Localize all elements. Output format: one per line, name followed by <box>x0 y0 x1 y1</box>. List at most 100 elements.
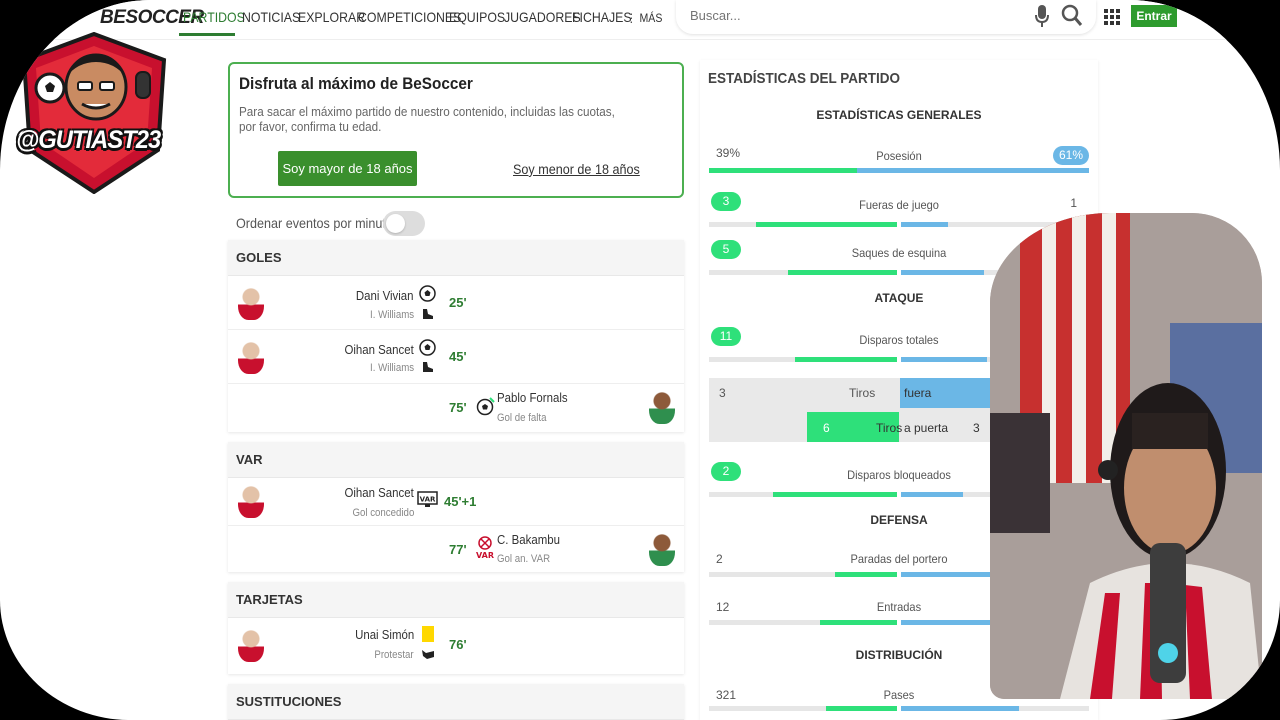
card-event-row[interactable]: Unai Simón Protestar 76' <box>228 618 684 674</box>
general-stats-title: ESTADÍSTICAS GENERALES <box>816 108 982 122</box>
search-icon[interactable] <box>1061 4 1083 28</box>
over-18-button[interactable]: Soy mayor de 18 años <box>278 151 417 186</box>
player-avatar <box>238 286 264 320</box>
total-shots-away-fill <box>901 357 988 362</box>
var-event-row[interactable]: 77' VAR C. Bakambu Gol an. VAR <box>228 526 684 572</box>
player-avatar <box>238 484 264 518</box>
age-prompt-text: Para sacar el máximo partido de nuestro … <box>239 104 615 134</box>
total-shots-home: 11 <box>711 327 741 346</box>
offsides-label: Fueras de juego <box>859 198 939 212</box>
player-avatar <box>649 532 675 566</box>
blocked-label: Disparos bloqueados <box>847 468 951 482</box>
nav-equipos[interactable]: EQUIPOS <box>449 9 506 25</box>
var-card: VAR Oihan Sancet Gol concedido VAR 45'+1… <box>228 442 684 572</box>
search-input[interactable] <box>690 8 990 23</box>
goals-card: GOLES Dani Vivian I. Williams 25' Oihan … <box>228 240 684 432</box>
nav-jugadores[interactable]: JUGADORES <box>504 9 581 25</box>
event-detail: Protestar <box>374 649 414 661</box>
search-bar[interactable] <box>676 0 1096 34</box>
svg-text:VAR: VAR <box>420 496 436 504</box>
sort-by-minute-toggle[interactable] <box>383 211 425 236</box>
possession-away: 61% <box>1052 146 1089 165</box>
svg-text:VAR: VAR <box>476 551 494 560</box>
shots-off-bar <box>900 378 999 408</box>
event-minute: 45' <box>449 349 467 364</box>
cards-card: TARJETAS Unai Simón Protestar 76' <box>228 582 684 674</box>
passes-home: 321 <box>716 688 737 702</box>
goal-event-row[interactable]: Dani Vivian I. Williams 25' <box>228 276 684 330</box>
event-detail: I. Williams <box>369 309 414 321</box>
possession-bar <box>709 168 1089 173</box>
microphone-icon[interactable] <box>1034 4 1050 28</box>
webcam-image <box>990 213 1262 699</box>
blocked-home-fill <box>772 492 897 497</box>
event-player: Dani Vivian <box>356 288 414 303</box>
shots-on-off-target: 3 Tiros fuera 6 Tiros a puerta 3 <box>709 378 999 442</box>
event-minute: 75' <box>449 400 467 415</box>
offsides-home: 3 <box>711 192 741 211</box>
event-player: Oihan Sancet <box>344 342 414 357</box>
corners-home-fill <box>787 270 897 275</box>
passes-label: Pases <box>883 688 915 702</box>
cards-header: TARJETAS <box>228 582 684 618</box>
goal-event-row[interactable]: Oihan Sancet I. Williams 45' <box>228 330 684 384</box>
nav-noticias[interactable]: NOTICIAS <box>242 9 301 25</box>
tackles-away-fill <box>901 620 1011 625</box>
event-minute: 77' <box>449 542 467 557</box>
possession-home: 39% <box>716 146 741 160</box>
event-detail: I. Williams <box>369 362 414 374</box>
offsides-home-fill <box>756 222 897 227</box>
goal-event-row[interactable]: 75' Pablo Fornals Gol de falta <box>228 384 684 430</box>
passes-home-fill <box>825 706 897 711</box>
shots-off-word: fuera <box>904 386 932 400</box>
corners-label: Saques de esquina <box>851 246 947 260</box>
distribution-title: DISTRIBUCIÓN <box>855 648 943 662</box>
total-shots-home-fill <box>795 357 897 362</box>
stat-passes: 321 Pases <box>709 682 1089 720</box>
var-header: VAR <box>228 442 684 478</box>
event-player: Unai Simón <box>354 627 414 642</box>
var-event-row[interactable]: Oihan Sancet Gol concedido VAR 45'+1 <box>228 478 684 526</box>
age-verification-box: Disfruta al máximo de BeSoccer Para saca… <box>228 62 684 198</box>
nav-fichajes[interactable]: FICHAJES <box>572 9 632 25</box>
goals-header: GOLES <box>228 240 684 276</box>
event-player: Oihan Sancet <box>344 485 414 500</box>
blocked-away-fill <box>901 492 964 497</box>
under-18-link[interactable]: Soy menor de 18 años <box>513 161 640 177</box>
event-detail: Gol concedido <box>352 507 414 519</box>
free-kick-goal-icon <box>476 397 495 416</box>
sort-by-minute-label: Ordenar eventos por minuto <box>236 215 393 231</box>
nav-more[interactable]: ⋮ MÁS <box>626 11 663 25</box>
subs-card: SUSTITUCIONES <box>228 684 684 720</box>
shots-on-word: a puerta <box>904 421 949 435</box>
shots-off-home: 3 <box>719 386 726 400</box>
site-logo[interactable]: BESOCCER <box>100 7 204 28</box>
tackles-label: Entradas <box>876 600 922 614</box>
streamer-webcam <box>990 213 1262 699</box>
boot-assist-icon <box>423 309 433 319</box>
yellow-card-icon <box>422 626 434 642</box>
nav-partidos[interactable]: PARTIDOS <box>183 9 245 25</box>
attack-title: ATAQUE <box>874 291 924 305</box>
nav-explorar[interactable]: EXPLORAR <box>298 9 366 25</box>
defense-title: DEFENSA <box>870 513 928 527</box>
subs-header: SUSTITUCIONES <box>228 684 684 720</box>
protest-hand-icon <box>422 650 434 659</box>
event-detail: Gol an. VAR <box>497 553 551 565</box>
streamer-handle: @GUTIAST23 <box>16 126 161 154</box>
var-screen-icon: VAR <box>417 491 438 507</box>
offsides-away-fill <box>901 222 948 227</box>
offsides-away: 1 <box>1070 196 1077 210</box>
event-minute: 45'+1 <box>444 494 477 509</box>
age-prompt-title: Disfruta al máximo de BeSoccer <box>239 74 473 93</box>
apps-grid-icon[interactable] <box>1104 9 1120 25</box>
event-minute: 25' <box>449 295 467 310</box>
active-tab-indicator <box>179 33 235 36</box>
tackles-home: 12 <box>716 600 730 614</box>
login-button[interactable]: Entrar <box>1131 5 1177 27</box>
possession-home-fill <box>709 168 858 173</box>
event-minute: 76' <box>449 637 467 652</box>
nav-competiciones[interactable]: COMPETICIONES <box>358 9 462 25</box>
tackles-home-fill <box>819 620 897 625</box>
